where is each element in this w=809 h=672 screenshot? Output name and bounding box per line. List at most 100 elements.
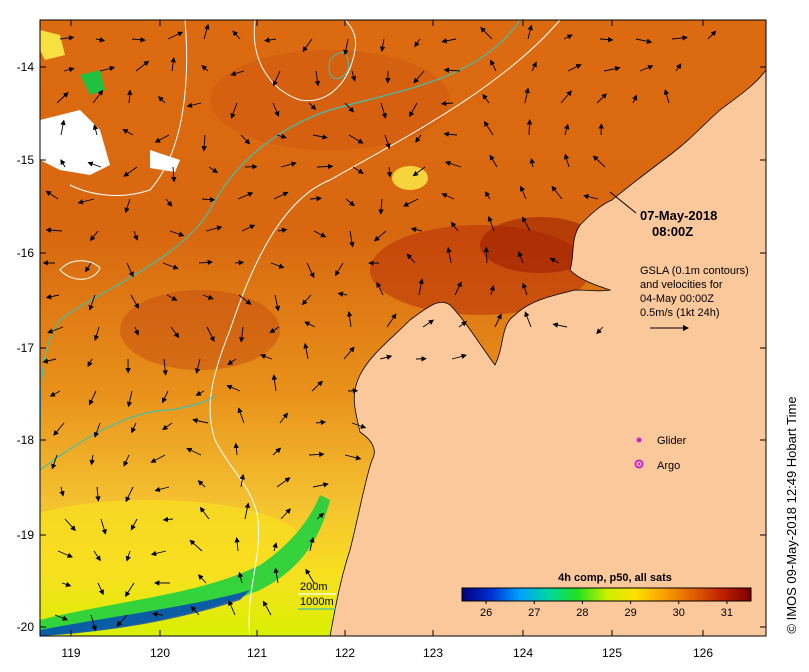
velocity-arrow <box>170 326 180 339</box>
colorbar-tick-label: 26 <box>480 607 492 619</box>
colorbar-tick-label: 30 <box>673 607 685 619</box>
velocity-arrow <box>309 195 322 202</box>
velocity-arrow <box>195 390 205 396</box>
velocity-arrow <box>487 215 495 232</box>
velocity-arrow <box>521 282 528 296</box>
velocity-arrow <box>230 102 238 119</box>
velocity-arrow <box>100 518 107 535</box>
velocity-arrow <box>47 326 64 334</box>
velocity-arrow <box>201 196 216 203</box>
velocity-arrow <box>158 96 166 104</box>
velocity-arrow <box>603 66 621 72</box>
velocity-arrow <box>490 59 497 72</box>
velocity-arrow <box>227 358 237 366</box>
velocity-arrow <box>402 198 419 207</box>
velocity-arrow <box>378 198 384 215</box>
velocity-arrow <box>482 93 490 104</box>
x-tick-label: 123 <box>423 646 443 660</box>
velocity-arrow <box>484 191 491 200</box>
velocity-arrow <box>376 281 384 296</box>
velocity-arrow <box>343 38 349 56</box>
velocity-arrow <box>89 454 95 466</box>
velocity-arrow <box>415 134 422 143</box>
velocity-arrow <box>89 230 99 242</box>
velocity-arrow <box>244 502 251 520</box>
velocity-arrow <box>162 358 168 376</box>
y-tick-label: -17 <box>17 341 35 355</box>
velocity-arrow <box>167 31 184 40</box>
velocity-arrow <box>596 93 607 104</box>
gsla-contour <box>69 19 188 196</box>
velocity-arrow <box>201 134 207 152</box>
colorbar-tick-label: 28 <box>576 607 588 619</box>
gsla-text-4: 0.5m/s (1kt 24h) <box>640 307 719 319</box>
velocity-arrow <box>230 70 245 77</box>
velocity-arrow <box>131 37 146 43</box>
velocity-arrow <box>273 191 289 200</box>
velocity-arrow <box>264 37 277 43</box>
depth-200-label: 200m <box>300 581 328 593</box>
x-axis: 119 120 121 122 123 124 125 126 <box>61 20 713 660</box>
velocity-arrow <box>444 160 462 168</box>
velocity-arrow <box>269 326 280 334</box>
gsla-text-1: GSLA (0.1m contours) <box>640 265 749 277</box>
velocity-arrow <box>237 407 245 424</box>
velocity-arrow <box>274 294 281 312</box>
velocity-arrow <box>273 567 279 584</box>
velocity-arrow <box>237 571 244 584</box>
velocity-arrow <box>526 119 533 136</box>
velocity-arrow <box>386 166 393 178</box>
velocity-arrow <box>279 412 288 424</box>
velocity-arrow <box>194 358 201 374</box>
velocity-arrow <box>197 480 206 488</box>
colorbar-ticks: 26 27 28 29 30 31 <box>480 601 733 619</box>
velocity-arrow <box>232 30 241 40</box>
depth-1000-label: 1000m <box>300 596 334 608</box>
velocity-arrow <box>54 614 69 621</box>
velocity-arrow <box>208 166 218 173</box>
velocity-arrow <box>671 35 688 41</box>
velocity-arrow <box>280 508 291 520</box>
velocity-arrow <box>450 221 459 232</box>
velocity-arrow <box>315 419 327 426</box>
velocity-arrow <box>93 422 101 438</box>
velocity-arrow <box>418 278 424 296</box>
gsla-text-2: and velocities for <box>640 279 723 291</box>
velocity-arrow <box>348 134 364 144</box>
velocity-arrow <box>260 353 273 360</box>
velocity-arrow <box>489 285 495 296</box>
x-tick-label: 122 <box>335 646 355 660</box>
velocity-arrow <box>276 133 287 139</box>
velocity-arrow <box>63 66 75 73</box>
x-tick-label: 121 <box>247 646 267 660</box>
velocity-arrow <box>239 473 246 488</box>
velocity-arrow <box>56 92 69 104</box>
velocity-arrow <box>312 482 329 488</box>
velocity-arrow <box>238 294 252 305</box>
velocity-arrow <box>201 65 209 72</box>
velocity-arrow <box>484 120 494 136</box>
velocity-arrow <box>97 582 104 596</box>
velocity-arrow <box>563 153 570 168</box>
velocity-arrow <box>234 260 245 266</box>
velocity-arrow <box>49 390 61 397</box>
velocity-arrow <box>280 161 297 168</box>
velocity-arrow <box>186 102 202 108</box>
velocity-arrow <box>316 512 325 520</box>
velocity-arrow <box>483 246 490 264</box>
velocity-arrow <box>344 454 362 461</box>
gsla-text-3: 04-May 00:00Z <box>640 293 714 305</box>
velocity-arrow <box>85 262 92 273</box>
velocity-arrow <box>334 262 344 277</box>
velocity-arrow <box>306 262 315 279</box>
velocity-arrow <box>379 354 393 360</box>
argo-marker <box>634 459 644 469</box>
velocity-arrow <box>406 253 416 264</box>
velocity-arrow <box>237 192 254 200</box>
velocity-arrow <box>133 230 139 241</box>
velocity-arrow <box>234 537 240 552</box>
velocity-arrow <box>352 166 364 174</box>
colorbar-title: 4h comp, p50, all sats <box>558 572 672 584</box>
velocity-arrow <box>171 166 177 183</box>
velocity-arrow <box>95 37 106 43</box>
